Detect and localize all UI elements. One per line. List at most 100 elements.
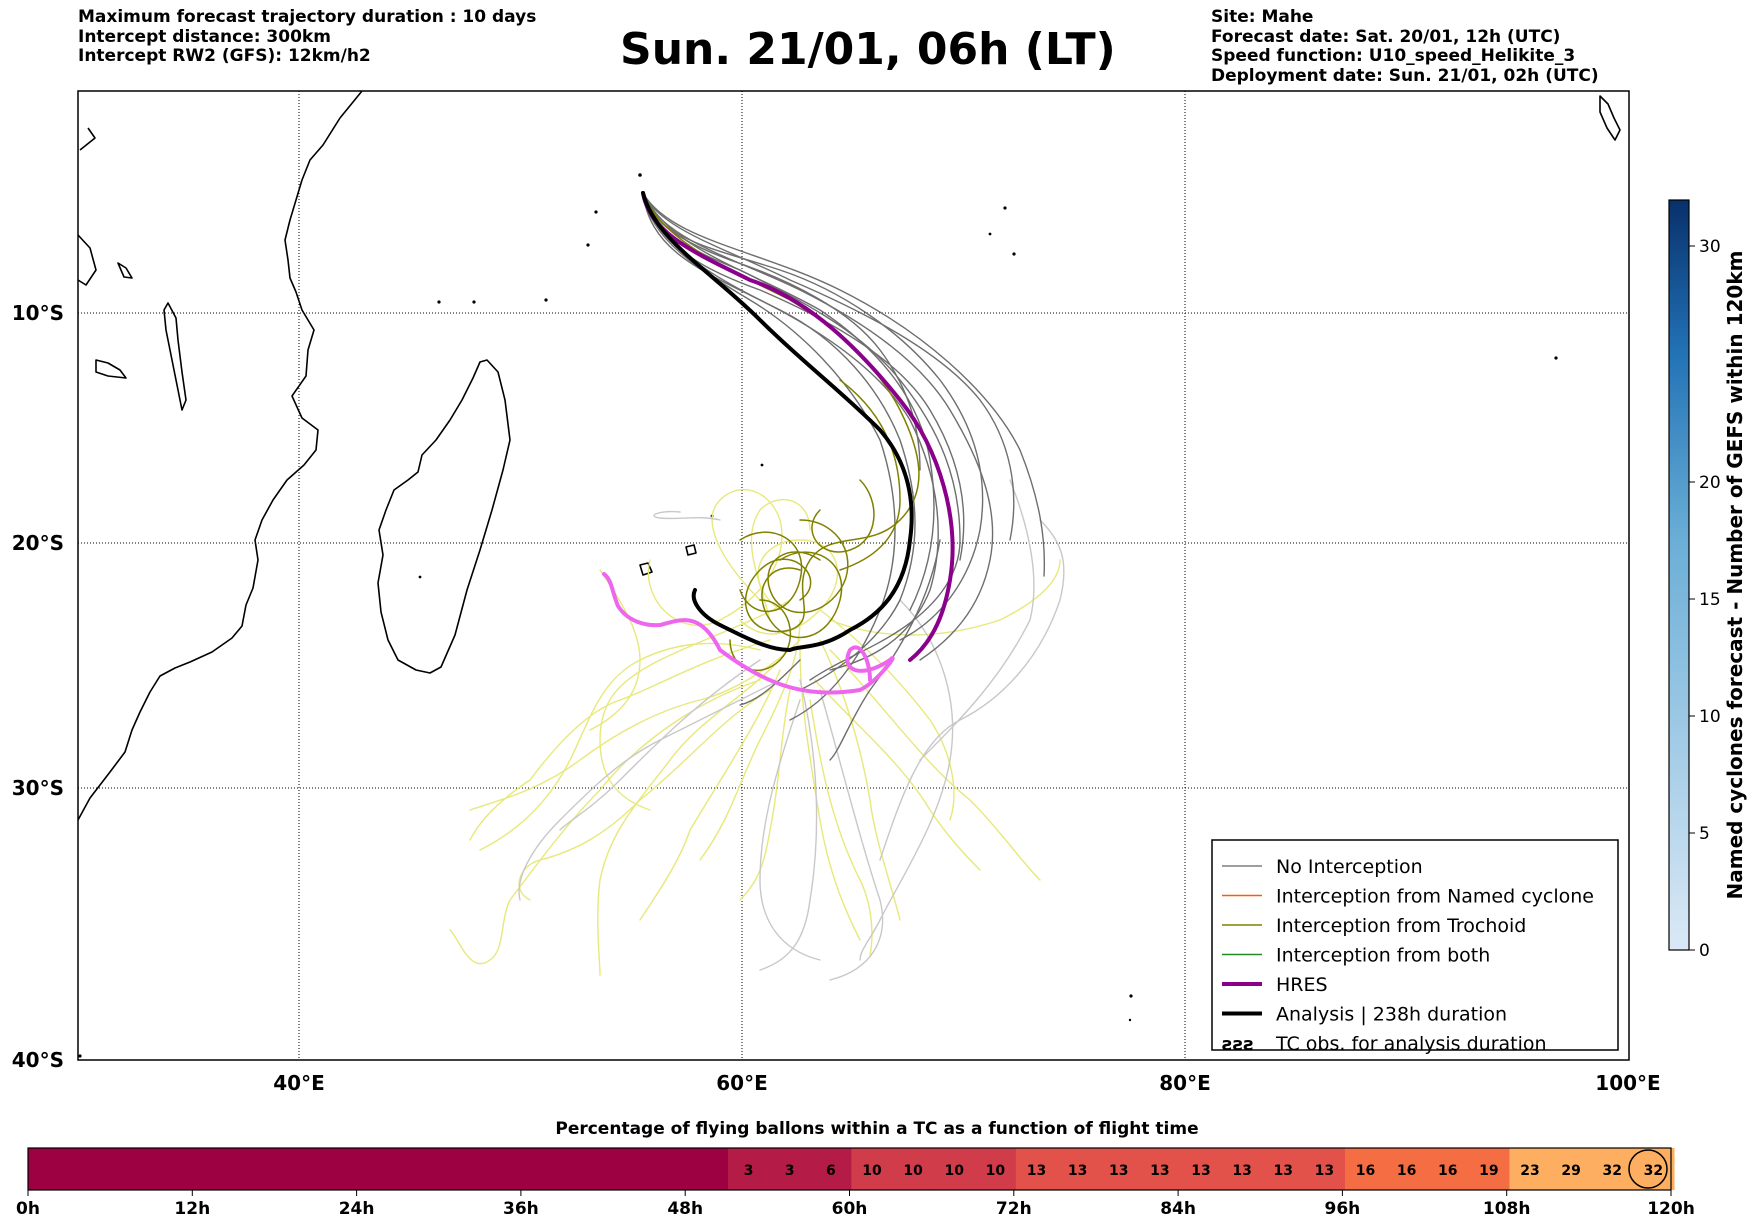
bottom-bar-base bbox=[28, 1148, 728, 1190]
island bbox=[1003, 206, 1007, 210]
legend-label: Analysis | 238h duration bbox=[1276, 1004, 1507, 1026]
trajectory bbox=[819, 609, 955, 821]
bottom-bar-cell bbox=[1468, 1148, 1510, 1190]
bottom-bar-cell-value: 29 bbox=[1561, 1163, 1580, 1179]
trajectory bbox=[642, 192, 935, 611]
analysis-trajectory bbox=[641, 191, 914, 652]
madagascar-coast bbox=[377, 359, 511, 674]
bottom-bar-cell bbox=[851, 1148, 894, 1190]
bottom-bar-time-label: 72h bbox=[996, 1199, 1032, 1219]
trajectory bbox=[839, 379, 901, 571]
trajectory bbox=[759, 699, 821, 961]
bottom-bar-cell bbox=[1262, 1148, 1305, 1190]
page-title: Sun. 21/01, 06h (LT) bbox=[620, 24, 1116, 75]
deployment-date-text: Deployment date: Sun. 21/01, 02h (UTC) bbox=[1211, 65, 1599, 86]
trajectory bbox=[518, 679, 781, 901]
legend-label: Interception from Named cyclone bbox=[1276, 886, 1594, 908]
bottom-bar-cell-value: 10 bbox=[944, 1163, 964, 1179]
trajectory bbox=[759, 679, 818, 971]
lon-label-60e: 60°E bbox=[716, 1071, 768, 1095]
island bbox=[78, 1054, 82, 1058]
bottom-bar-cells: 3 3 6 10 10 10 10 13 13 13 13 13 13 13 13 16 16 16 19 23 29 3… bbox=[728, 1148, 1675, 1190]
island bbox=[594, 210, 598, 214]
lat-label-40s: 40°S bbox=[12, 1048, 64, 1072]
africa-coast bbox=[77, 90, 363, 821]
bottom-bar-time-label: 108h bbox=[1483, 1199, 1531, 1219]
trajectory bbox=[639, 669, 781, 921]
trajectories bbox=[449, 191, 1065, 981]
bottom-bar-cell-value: 13 bbox=[1027, 1163, 1046, 1179]
island bbox=[472, 300, 476, 304]
bottom-bar-cell-value: 19 bbox=[1479, 1163, 1498, 1179]
trajectory bbox=[811, 479, 875, 553]
trajectory bbox=[761, 551, 843, 639]
site-text: Site: Mahe bbox=[1211, 7, 1314, 27]
trajectory bbox=[559, 659, 761, 831]
bottom-bar-cell bbox=[892, 1148, 935, 1190]
trajectory bbox=[599, 599, 791, 811]
lat-label-30s: 30°S bbox=[12, 776, 64, 800]
bottom-bar-cell-value: 13 bbox=[1109, 1163, 1128, 1179]
trajectory bbox=[739, 659, 801, 706]
current-time-marker bbox=[1628, 1149, 1668, 1189]
legend-label: Interception from Trochoid bbox=[1276, 915, 1526, 937]
coastlines bbox=[77, 90, 1621, 821]
trajectory bbox=[699, 619, 801, 861]
colorbar-gradient bbox=[1668, 199, 1690, 951]
bottom-bar-time-labels: 0h 12h 24h 36h 48h 60h 72h 84h 96h 108h 120h bbox=[16, 1190, 1695, 1219]
trajectory bbox=[829, 539, 941, 761]
trajectory bbox=[449, 679, 761, 965]
colorbar-label: Named cyclones forecast - Number of GEFS… bbox=[1723, 251, 1747, 900]
bottom-bar-time-label: 84h bbox=[1160, 1199, 1196, 1219]
legend-symbol-tc-obs: ƨƨƨ bbox=[1222, 1034, 1254, 1055]
bottom-bar-cell bbox=[810, 1148, 852, 1190]
legend-rows: No Interception Interception from Named c… bbox=[1222, 856, 1594, 1055]
bottom-bar-cell bbox=[1550, 1148, 1593, 1190]
speed-function-text: Speed function: U10_speed_Helikite_3 bbox=[1211, 46, 1576, 66]
bottom-bar-time-label: 36h bbox=[503, 1199, 539, 1219]
bottom-bar-cell bbox=[1386, 1148, 1428, 1190]
bottom-bar-time-label: 96h bbox=[1325, 1199, 1361, 1219]
trajectory bbox=[642, 192, 916, 691]
bottom-bar-cell-value: 13 bbox=[1274, 1163, 1293, 1179]
island bbox=[988, 232, 992, 236]
bottom-bar-cell-value: 23 bbox=[1520, 1163, 1539, 1179]
mauritius-coast bbox=[685, 544, 697, 556]
island bbox=[760, 463, 764, 467]
colorbar-tick-label: 0 bbox=[1699, 941, 1710, 961]
bottom-bar-cell-value: 16 bbox=[1356, 1163, 1375, 1179]
trajectory bbox=[809, 699, 873, 956]
map-frame bbox=[77, 90, 1630, 1061]
lightgray-trajectories bbox=[518, 479, 1065, 981]
island bbox=[437, 300, 441, 304]
bottom-bar-time-label: 48h bbox=[667, 1199, 703, 1219]
trajectory bbox=[479, 642, 761, 851]
trajectory bbox=[642, 192, 984, 641]
trajectory bbox=[739, 539, 839, 635]
bottom-bar-cell-value: 13 bbox=[1068, 1163, 1087, 1179]
bottom-bar-cell bbox=[1509, 1148, 1552, 1190]
colorbar-tick-label: 20 bbox=[1699, 473, 1721, 493]
seychelles-island bbox=[638, 173, 642, 177]
bottom-bar-cell-value: 6 bbox=[826, 1163, 836, 1179]
trajectory bbox=[799, 649, 861, 941]
bottom-bar-time-label: 24h bbox=[339, 1199, 375, 1219]
trajectory bbox=[859, 599, 954, 961]
trajectory bbox=[597, 659, 781, 976]
forecast-date-text: Forecast date: Sat. 20/01, 12h (UTC) bbox=[1211, 26, 1561, 47]
bottom-bar-cell-value: 13 bbox=[1150, 1163, 1169, 1179]
legend-label: TC obs. for analysis duration bbox=[1275, 1033, 1547, 1055]
island bbox=[1554, 356, 1558, 360]
lon-label-80e: 80°E bbox=[1159, 1071, 1211, 1095]
lake-malawi-coast bbox=[163, 302, 187, 411]
bottom-bar-cell bbox=[728, 1148, 770, 1190]
bottom-bar-cell-value: 13 bbox=[1191, 1163, 1210, 1179]
map-axis-labels: 10°S 20°S 30°S 40°S 40°E 60°E 80°E 100°E bbox=[12, 301, 1661, 1095]
trajectory bbox=[814, 679, 981, 871]
bottom-bar-cell-value: 3 bbox=[744, 1163, 754, 1179]
trajectory bbox=[653, 510, 721, 521]
colorbar-tick-label: 10 bbox=[1699, 707, 1721, 727]
trajectory bbox=[750, 499, 811, 621]
lat-label-20s: 20°S bbox=[12, 531, 64, 555]
